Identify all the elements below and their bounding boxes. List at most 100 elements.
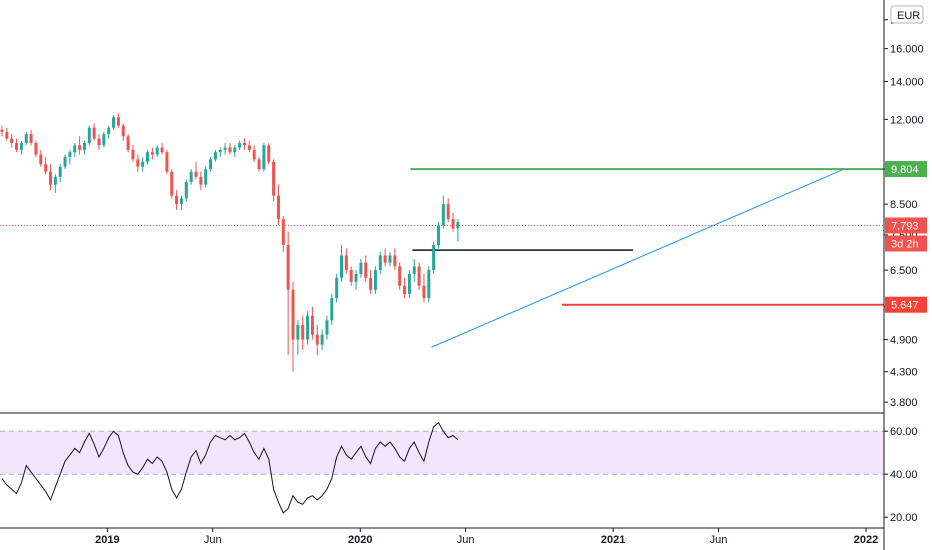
candle-body xyxy=(427,270,431,299)
candle-body xyxy=(306,315,310,340)
price-tick-label: 16.000 xyxy=(890,44,924,56)
candle-body xyxy=(422,285,426,299)
resistance-price-badge-label: 9.804 xyxy=(891,164,919,176)
candle-body xyxy=(267,145,271,162)
candle-body xyxy=(407,273,411,294)
candle-body xyxy=(432,244,436,271)
candle-body xyxy=(286,244,290,290)
candle-body xyxy=(354,273,358,282)
candle-body xyxy=(335,277,339,299)
candle-body xyxy=(189,171,193,183)
candle-body xyxy=(150,152,154,155)
candle-body xyxy=(15,143,19,150)
time-tick-label: Jun xyxy=(457,534,475,546)
candle-body xyxy=(378,255,382,271)
time-tick-label: 2020 xyxy=(348,534,372,546)
candle-body xyxy=(175,195,179,205)
candle-body xyxy=(92,127,96,139)
candle-body xyxy=(58,166,62,177)
drawing-lines-layer xyxy=(0,168,884,348)
candle-countdown-label: 3d 2h xyxy=(891,239,919,251)
ascending-trendline xyxy=(431,168,845,348)
candle-body xyxy=(73,145,77,153)
candle-body xyxy=(5,131,9,139)
resistance-price-badge xyxy=(885,161,927,178)
support-price-badge xyxy=(885,296,927,313)
candles-layer xyxy=(0,113,460,372)
rsi-band xyxy=(0,431,884,475)
candle-body xyxy=(10,138,14,144)
candle-body xyxy=(281,219,285,245)
candle-body xyxy=(199,176,203,185)
candle-body xyxy=(301,324,305,340)
candle-body xyxy=(223,147,227,150)
candle-body xyxy=(53,176,57,185)
candle-body xyxy=(398,266,402,286)
candle-body xyxy=(165,152,169,172)
support-price-badge-label: 5.647 xyxy=(891,300,919,312)
candle-body xyxy=(136,159,140,167)
candle-body xyxy=(330,298,334,321)
last-price-badge-label: 7.793 xyxy=(891,221,919,233)
candle-body xyxy=(243,143,246,146)
candle-body xyxy=(320,334,324,345)
candle-body xyxy=(393,255,397,267)
rsi-tick-label: 40.00 xyxy=(890,469,918,481)
candle-body xyxy=(296,324,300,340)
candle-body xyxy=(97,138,101,146)
candle-body xyxy=(34,143,38,155)
candle-body xyxy=(204,169,208,185)
rsi-tick-label: 60.00 xyxy=(890,426,918,438)
candle-body xyxy=(19,143,23,150)
time-tick-label: 2019 xyxy=(95,534,119,546)
candle-body xyxy=(24,134,28,144)
price-tick-label: 6.500 xyxy=(890,265,918,277)
candle-body xyxy=(417,266,421,286)
candle-body xyxy=(451,219,455,229)
candle-body xyxy=(184,182,188,199)
candle-body xyxy=(49,171,52,185)
candle-body xyxy=(179,198,183,205)
candle-body xyxy=(44,164,48,172)
rsi-line-layer xyxy=(1,421,459,514)
rsi-band-layer xyxy=(0,430,884,475)
candle-body xyxy=(228,147,232,153)
candle-body xyxy=(78,145,82,150)
candle-body xyxy=(369,277,373,290)
candle-body xyxy=(383,255,387,263)
candle-body xyxy=(437,225,440,245)
candle-body xyxy=(160,147,164,153)
candle-body xyxy=(0,129,4,132)
candle-body xyxy=(126,136,130,150)
price-tick-label: 3.800 xyxy=(890,397,918,409)
candle-body xyxy=(131,149,135,160)
candle-body xyxy=(388,255,392,263)
candle-body xyxy=(310,315,314,335)
candle-body xyxy=(456,222,460,229)
price-tick-label: 14.000 xyxy=(890,76,924,88)
candle-body xyxy=(272,161,276,196)
rsi-tick-label: 20.00 xyxy=(890,512,918,524)
currency-button[interactable] xyxy=(890,5,924,24)
time-tick-label: 2021 xyxy=(601,534,625,546)
candle-body xyxy=(68,152,72,157)
price-tick-label: 12.000 xyxy=(890,114,924,126)
currency-label: EUR xyxy=(897,10,920,22)
candle-body xyxy=(446,204,450,220)
time-axis[interactable]: 2019Jun2020Jun2021Jun2022Jun xyxy=(95,528,932,546)
time-tick-label: Jun xyxy=(710,534,728,546)
candle-body xyxy=(82,143,86,150)
candle-body xyxy=(116,117,120,126)
time-tick-label: 2022 xyxy=(854,534,878,546)
candle-body xyxy=(359,262,363,274)
candle-body xyxy=(364,262,368,278)
candle-body xyxy=(238,143,242,148)
candle-body xyxy=(403,285,407,294)
price-tick-label: 8.500 xyxy=(890,199,918,211)
candle-body xyxy=(412,266,416,274)
candle-body xyxy=(121,125,125,137)
candle-body xyxy=(112,117,116,128)
candle-body xyxy=(209,159,213,170)
last-price-badge xyxy=(885,217,927,234)
